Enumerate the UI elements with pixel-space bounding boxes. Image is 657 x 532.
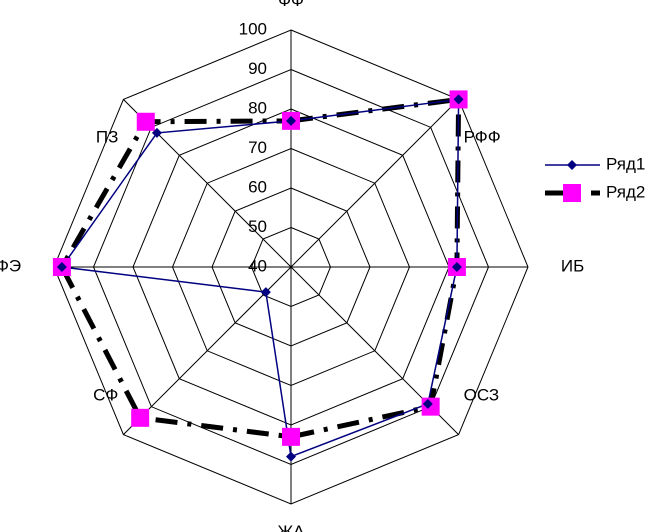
tick-label: 50	[248, 217, 267, 236]
category-label: СФ	[93, 385, 118, 404]
spoke	[123, 266, 292, 435]
category-label: ИБ	[561, 256, 584, 275]
category-label: ОСЗ	[464, 385, 500, 404]
tick-label: 70	[248, 138, 267, 157]
data-point	[421, 397, 440, 416]
data-point	[286, 115, 296, 126]
data-point	[451, 262, 462, 272]
legend-marker	[567, 160, 577, 170]
legend-label: Ряд2	[606, 182, 645, 201]
data-point	[282, 427, 300, 446]
tick-label: 100	[239, 19, 267, 38]
data-point	[136, 112, 155, 131]
legend-marker	[563, 184, 581, 202]
category-label: ПЗ	[96, 128, 119, 147]
legend-label: Ряд1	[606, 154, 645, 173]
category-label: РФФ	[464, 128, 501, 147]
tick-label: 60	[248, 177, 267, 196]
category-label: РФЭ	[0, 256, 21, 275]
data-point	[422, 398, 433, 409]
data-point	[260, 287, 271, 298]
data-point	[453, 94, 464, 105]
data-point	[56, 262, 67, 272]
data-point	[286, 451, 296, 462]
category-label: ЖА	[277, 522, 305, 532]
tick-label: 40	[248, 256, 267, 275]
spoke	[290, 99, 459, 268]
tick-label: 90	[248, 59, 267, 78]
data-point	[131, 408, 150, 427]
category-label: ФФ	[278, 0, 304, 10]
tick-label: 80	[248, 98, 267, 117]
data-point	[151, 127, 162, 138]
